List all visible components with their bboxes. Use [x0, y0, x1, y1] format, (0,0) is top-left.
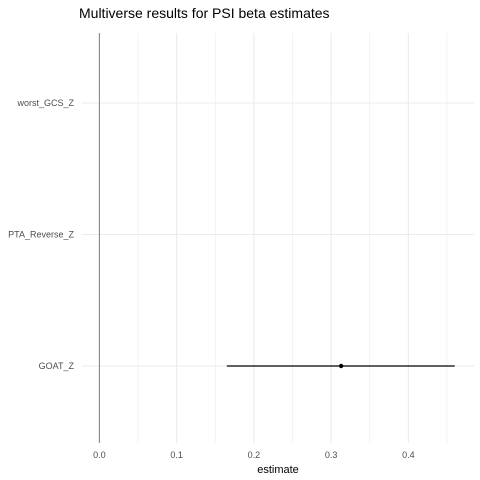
x-tick-label: 0.0 [93, 450, 106, 460]
x-tick-label: 0.1 [170, 450, 183, 460]
x-tick-label: 0.4 [402, 450, 415, 460]
x-axis-title: estimate [257, 464, 299, 476]
y-tick-label: worst_GCS_Z [16, 98, 74, 108]
chart-title: Multiverse results for PSI beta estimate… [79, 5, 330, 21]
y-tick-label: GOAT_Z [39, 361, 75, 371]
estimate-point [338, 363, 344, 369]
x-tick-label: 0.2 [248, 450, 261, 460]
x-tick-label: 0.3 [325, 450, 338, 460]
y-tick-label: PTA_Reverse_Z [8, 230, 74, 240]
